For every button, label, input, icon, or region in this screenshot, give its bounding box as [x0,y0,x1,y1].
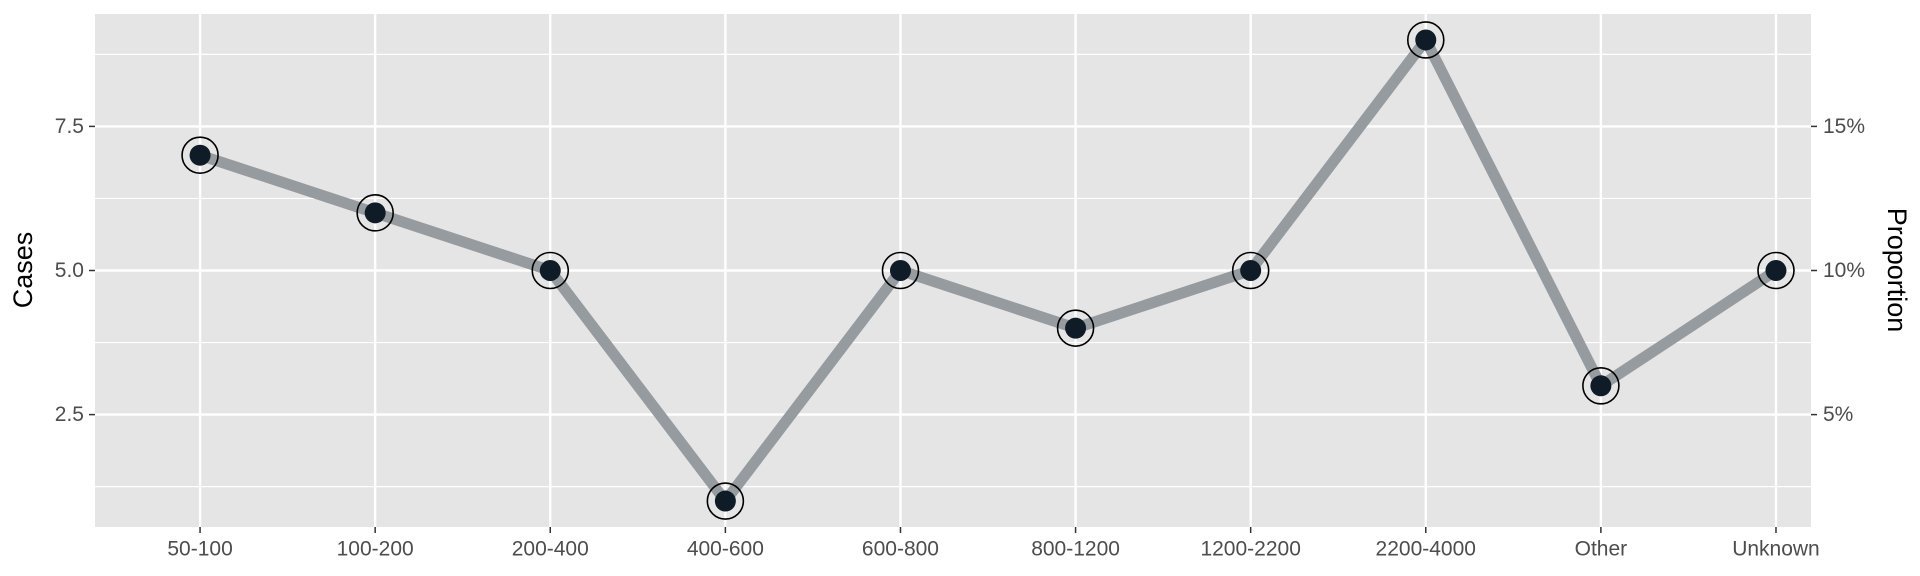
series-line [194,34,1782,507]
y-tick-label: 5.0 [55,259,84,282]
data-point [1590,375,1612,397]
point-ring [706,482,745,520]
x-tick-label: 800-1200 [1031,538,1120,561]
y2-tick-label: 10% [1823,259,1865,282]
x-tick-label: 1200-2200 [1200,538,1300,561]
data-point [889,260,911,281]
y-tick-label: 7.5 [55,115,84,138]
y-axis-left: 2.5 5.0 7.5 [55,115,95,426]
data-point [364,202,386,224]
y2-tick-label: 15% [1823,115,1865,138]
point-ring [1231,251,1270,290]
y-axis-right: 5% 10% 15% [1811,115,1865,426]
y2-tick-label: 5% [1823,403,1853,426]
data-point [1765,260,1787,281]
x-tick-label: Unknown [1732,538,1820,561]
point-ring [531,251,570,290]
minor-gridlines [95,53,1811,488]
y2-axis-title: Proportion [1882,208,1912,333]
data-point [1415,29,1437,51]
point-ring [356,194,394,232]
data-point [714,490,736,512]
point-ring [1056,309,1095,347]
x-tick-label: 50-100 [167,538,232,561]
y-tick-label: 2.5 [55,403,84,426]
point-ring [881,251,920,290]
x-tick-label: 2200-4000 [1376,538,1476,561]
x-tick-label: 600-800 [862,538,939,561]
series-line-group [194,34,1782,507]
x-tick-label: Other [1575,538,1628,561]
point-ring [1582,366,1620,405]
y-axis-title: Cases [8,232,38,309]
x-axis: 50-100 100-200 200-400 400-600 600-800 800-12… [167,527,1820,561]
data-points [181,21,1795,520]
x-tick-label: 100-200 [337,538,414,561]
data-point [1240,260,1262,281]
data-point [189,144,211,166]
data-point [1065,317,1087,339]
point-ring [181,136,219,175]
x-tick-label: 200-400 [512,538,589,561]
point-ring [1406,21,1445,59]
x-tick-label: 400-600 [687,538,764,561]
point-ring [1757,251,1795,290]
data-point [539,260,561,281]
